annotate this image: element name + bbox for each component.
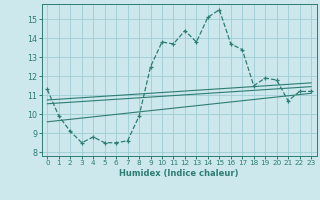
X-axis label: Humidex (Indice chaleur): Humidex (Indice chaleur) (119, 169, 239, 178)
